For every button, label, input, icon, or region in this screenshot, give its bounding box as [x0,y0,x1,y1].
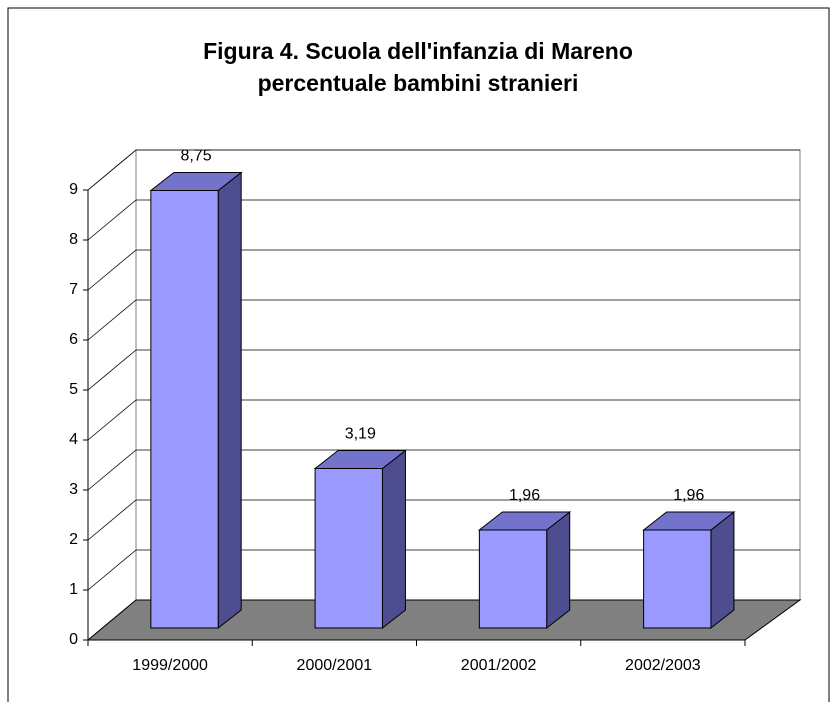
y-tick-label: 1 [69,581,78,598]
value-label: 3,19 [345,426,376,443]
bar-side [546,510,571,630]
value-label: 1,96 [673,487,704,504]
chart-subtitle: percentuale bambini stranieri [258,70,579,96]
x-tick-label: 2000/2001 [297,657,373,674]
grid-line-side [87,499,137,541]
bar [314,468,383,629]
y-tick-label: 4 [69,431,78,448]
y-tick-label: 5 [69,381,78,398]
value-label: 1,96 [509,487,540,504]
grid-line-side [87,299,137,341]
bar [643,529,712,629]
y-tick-label: 9 [69,181,78,198]
bar-side [217,171,242,630]
x-tick-label: 2002/2003 [625,657,701,674]
y-tick-label: 8 [69,231,78,248]
grid-line-side [87,199,137,241]
chart-title: Figura 4. Scuola dell'infanzia di Mareno [203,38,633,64]
grid-line-side [87,349,137,391]
bar [478,529,548,629]
bar [150,190,219,629]
x-tick-label: 1999/2000 [132,657,208,674]
grid-line-side [87,149,137,191]
bar-side [710,510,735,630]
grid-line-side [87,449,137,491]
grid-line-side [87,249,137,291]
x-tick-label: 2001/2002 [461,657,537,674]
y-tick-label: 7 [69,281,78,298]
y-tick-label: 0 [69,631,78,648]
y-tick-label: 2 [69,531,78,548]
y-tick-label: 3 [69,481,78,498]
y-tick-label: 6 [69,331,78,348]
grid-line-side [87,399,137,441]
grid-line-side [87,549,137,591]
side-wall [87,148,137,642]
value-label: 8,75 [180,148,211,165]
bar-side [381,449,406,630]
